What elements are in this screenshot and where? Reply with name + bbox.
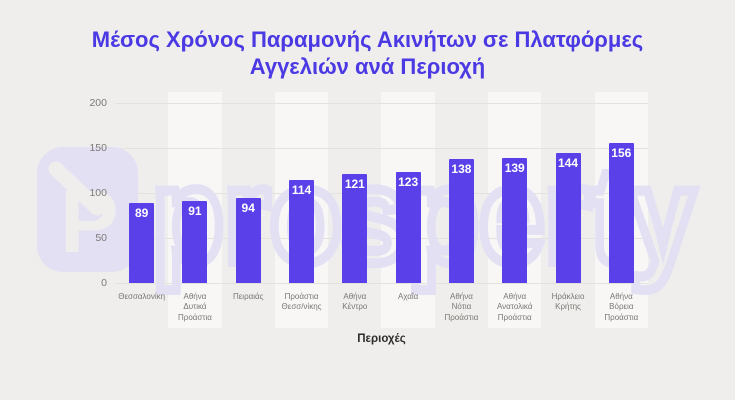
bar-slot: 123 — [381, 92, 434, 283]
bar-value-label: 94 — [241, 201, 255, 215]
bar-column: 123 Αχαΐα — [381, 92, 434, 328]
category-label: Αθήνα Βόρεια Προάστια — [604, 292, 639, 322]
gridline — [115, 283, 648, 284]
category-label: Ηράκλειο Κρήτης — [551, 292, 585, 312]
bar: 91 — [182, 201, 208, 283]
y-tick-label: 100 — [89, 187, 107, 199]
chart-title-line-1: Μέσος Χρόνος Παραμονής Ακινήτων σε Πλατφ… — [91, 27, 644, 52]
bar-slot: 94 — [222, 92, 275, 283]
y-tick-label: 50 — [95, 232, 107, 244]
y-tick-label: 0 — [101, 277, 107, 289]
bar-column: 94 Πειραιάς — [222, 92, 275, 328]
bar-column: 91 Αθήνα Δυτικά Προάστια — [168, 92, 221, 328]
bar-column: 144 Ηράκλειο Κρήτης — [541, 92, 594, 328]
bar-value-label: 123 — [398, 175, 419, 189]
chart-title-line-2: Αγγελιών ανά Περιοχή — [249, 54, 486, 79]
category-label: Θεσσαλονίκη — [118, 292, 166, 301]
bar-slot: 114 — [275, 92, 328, 283]
bar: 121 — [342, 174, 368, 283]
gridlines — [115, 92, 648, 284]
bar: 114 — [289, 180, 315, 283]
chart-title: Μέσος Χρόνος Παραμονής Ακινήτων σε Πλατφ… — [0, 26, 735, 80]
bar-value-label: 156 — [611, 146, 632, 160]
y-axis: 0 50 100 150 200 — [62, 92, 107, 289]
bar: 138 — [448, 159, 474, 283]
gridline — [115, 148, 648, 149]
bar-value-label: 91 — [188, 204, 202, 218]
bar-slot: 139 — [488, 92, 541, 283]
bar: 123 — [395, 172, 421, 283]
category-label: Αθήνα Κέντρο — [342, 292, 368, 312]
category-label: Αχαΐα — [398, 292, 419, 301]
bar: 139 — [502, 158, 528, 283]
bar: 144 — [555, 153, 581, 283]
bar-column: 89 Θεσσαλονίκη — [115, 92, 168, 328]
bar-value-label: 121 — [344, 177, 365, 191]
bar: 89 — [129, 203, 155, 283]
bar-slot: 91 — [168, 92, 221, 283]
bar-value-label: 138 — [451, 162, 472, 176]
bar-column: 139 Αθήνα Ανατολικά Προάστια — [488, 92, 541, 328]
bar-column: 114 Προάστια Θεσσ/νίκης — [275, 92, 328, 328]
bar: 94 — [235, 198, 261, 283]
bar-value-label: 139 — [504, 161, 525, 175]
bar-column: 121 Αθήνα Κέντρο — [328, 92, 381, 328]
bar-value-label: 89 — [134, 206, 149, 220]
x-axis-title: Περιοχές — [357, 333, 406, 345]
category-label: Πειραιάς — [232, 292, 264, 301]
bar-slot: 144 — [541, 92, 594, 283]
bar-column: 156 Αθήνα Βόρεια Προάστια — [595, 92, 648, 328]
bars-and-labels: 89 Θεσσαλονίκη 91 Αθήνα Δυτικά Προάστια 94 Πε… — [115, 92, 648, 328]
bar-slot: 156 — [595, 92, 648, 283]
plot-area: 0 50 100 150 200 89 Θεσσαλονίκη 91 Αθήνα Δυτικά… — [89, 92, 648, 328]
bar-slot: 138 — [435, 92, 488, 283]
y-tick-label: 150 — [89, 142, 107, 154]
bar-value-label: 144 — [558, 156, 579, 170]
category-label: Προάστια Θεσσ/νίκης — [281, 292, 322, 312]
gridline — [115, 238, 648, 239]
gridline — [115, 103, 648, 104]
bar-column: 138 Αθήνα Νότια Προάστια — [435, 92, 488, 328]
category-label: Αθήνα Νότια Προάστια — [444, 292, 479, 322]
y-tick-label: 200 — [89, 97, 107, 109]
category-label: Αθήνα Ανατολικά Προάστια — [496, 292, 533, 322]
gridline — [115, 193, 648, 194]
bar-value-label: 114 — [291, 183, 312, 197]
category-label: Αθήνα Δυτικά Προάστια — [177, 292, 212, 322]
bar-slot: 89 — [115, 92, 168, 283]
bar: 156 — [608, 143, 634, 283]
bar-slot: 121 — [328, 92, 381, 283]
